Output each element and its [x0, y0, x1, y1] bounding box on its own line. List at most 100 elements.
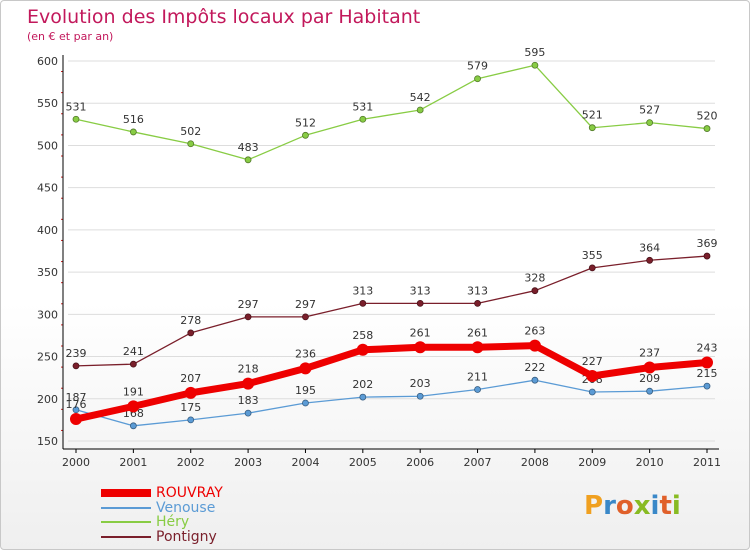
data-label-pontigny: 241 [123, 345, 144, 358]
data-point-venouse [244, 409, 252, 417]
data-point-venouse [474, 386, 481, 393]
data-label-venouse: 187 [66, 391, 87, 404]
data-label-hery: 521 [582, 109, 603, 122]
data-point-hery [474, 75, 481, 83]
data-label-pontigny: 278 [180, 314, 201, 327]
legend-item-pontigny: Pontigny [101, 530, 223, 545]
y-tick-label: 450 [37, 182, 58, 195]
legend-label: Pontigny [156, 528, 217, 545]
y-tick-label: 500 [37, 139, 58, 152]
y-tick-label: 200 [37, 393, 58, 406]
series-line-pontigny [75, 255, 708, 367]
x-tick-label: 2005 [349, 456, 377, 469]
x-tick-label: 2006 [406, 456, 434, 469]
data-point-pontigny [72, 362, 80, 370]
y-tick-label: 300 [37, 308, 58, 321]
data-point-hery [244, 156, 252, 164]
data-point-venouse [416, 392, 424, 400]
data-point-hery [72, 115, 80, 123]
data-point-rouvray [299, 362, 312, 375]
data-label-pontigny: 239 [66, 347, 87, 360]
data-point-venouse [703, 382, 711, 390]
data-point-venouse [531, 376, 539, 384]
data-label-pontigny: 364 [639, 241, 660, 254]
data-point-pontigny [474, 299, 481, 307]
data-point-rouvray [471, 341, 484, 354]
data-point-pontigny [244, 313, 252, 321]
y-tick-label: 150 [37, 435, 58, 448]
legend-item-venouse: Venouse [101, 501, 223, 516]
series-line-venouse [75, 379, 708, 427]
x-tick-label: 2010 [636, 456, 664, 469]
data-label-hery: 542 [410, 91, 431, 104]
data-point-rouvray [70, 413, 82, 426]
data-point-rouvray [586, 369, 599, 382]
data-point-pontigny [646, 256, 654, 264]
data-point-pontigny [359, 299, 367, 307]
data-label-rouvray: 243 [697, 341, 718, 354]
data-point-venouse [129, 422, 137, 430]
data-label-pontigny: 313 [467, 284, 488, 297]
legend-swatch [101, 521, 151, 524]
x-tick-label: 2003 [234, 456, 262, 469]
chart-legend: ROUVRAY Venouse Héry Pontigny [101, 486, 223, 544]
data-label-venouse: 183 [238, 394, 259, 407]
legend-swatch [101, 506, 151, 509]
data-point-rouvray [356, 343, 369, 356]
legend-label: ROUVRAY [156, 485, 223, 502]
data-point-rouvray [127, 400, 140, 413]
legend-swatch [101, 535, 151, 538]
data-point-rouvray [242, 377, 255, 390]
data-point-pontigny [302, 313, 309, 321]
data-point-hery [359, 115, 367, 123]
legend-swatch [101, 489, 151, 498]
data-label-rouvray: 261 [410, 326, 431, 339]
data-label-rouvray: 218 [238, 363, 259, 376]
data-point-rouvray [701, 356, 713, 369]
legend-item-rouvray: ROUVRAY [101, 486, 223, 501]
y-tick-label: 600 [37, 55, 58, 68]
data-point-hery [416, 106, 424, 114]
data-point-venouse [302, 399, 309, 407]
chart-title: Evolution des Impôts locaux par Habitant [27, 6, 421, 28]
data-label-hery: 531 [352, 100, 373, 113]
data-point-rouvray [184, 386, 197, 399]
data-point-pontigny [703, 252, 711, 260]
data-point-pontigny [416, 299, 424, 307]
data-label-hery: 531 [66, 100, 87, 113]
data-point-hery [703, 125, 711, 132]
data-label-rouvray: 191 [123, 385, 144, 398]
data-point-hery [646, 119, 654, 127]
y-tick-label: 550 [37, 97, 58, 110]
legend-label: Héry [156, 514, 190, 531]
data-point-rouvray [528, 339, 541, 352]
data-point-pontigny [187, 329, 195, 337]
data-label-rouvray: 176 [66, 398, 87, 411]
data-label-hery: 595 [524, 46, 545, 59]
y-tick-label: 350 [37, 266, 58, 279]
data-label-pontigny: 297 [238, 298, 259, 311]
data-point-venouse [187, 416, 195, 424]
y-tick-label: 250 [37, 351, 58, 364]
data-point-venouse [359, 393, 367, 401]
data-label-rouvray: 236 [295, 347, 316, 360]
data-label-pontigny: 313 [352, 284, 373, 297]
series-line-hery [75, 64, 708, 161]
data-label-venouse: 215 [697, 367, 718, 380]
x-tick-label: 2011 [693, 456, 721, 469]
data-label-venouse: 203 [410, 377, 431, 390]
data-label-rouvray: 227 [582, 355, 603, 368]
data-label-rouvray: 258 [352, 329, 373, 342]
data-point-hery [187, 140, 195, 148]
data-label-rouvray: 261 [467, 326, 488, 339]
data-label-venouse: 175 [180, 401, 201, 414]
data-point-venouse [588, 388, 596, 396]
data-label-venouse: 211 [467, 370, 488, 383]
data-label-hery: 483 [238, 141, 259, 154]
data-label-venouse: 209 [639, 372, 660, 385]
data-label-hery: 579 [467, 60, 488, 73]
data-label-pontigny: 355 [582, 249, 603, 262]
proxiti-logo: Proxiti [584, 491, 681, 521]
